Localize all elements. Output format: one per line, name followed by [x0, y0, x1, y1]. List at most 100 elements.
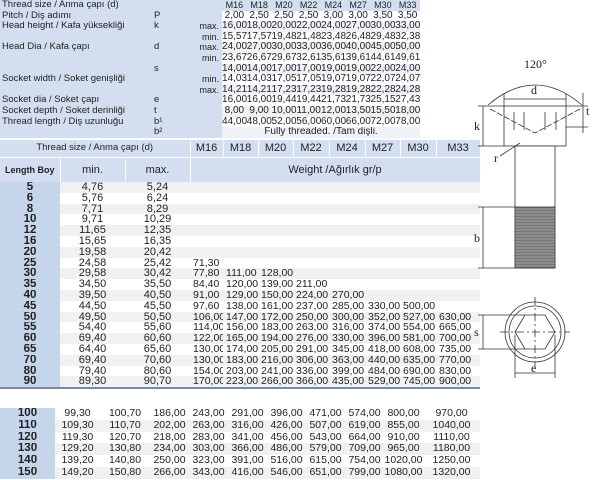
size-header: M30 [400, 140, 437, 158]
weight-cell [329, 258, 365, 269]
weight-cell [190, 214, 223, 225]
length-cell: 80 [0, 365, 60, 377]
weight-header: Weight /Ağırlık gr/p [190, 157, 481, 182]
row-qualifier [192, 116, 223, 128]
length-cell: 70 [0, 354, 60, 366]
label-r: r [494, 151, 498, 165]
size-header: M24 [329, 140, 366, 158]
weight-cell [436, 203, 481, 215]
weight-cell: 138,00 [226, 300, 259, 312]
weight-cell: 120,00 [226, 279, 259, 290]
weight-cell: 291,00 [296, 343, 329, 355]
spec-value: 3,00 [323, 10, 344, 21]
spec-value: 21,48 [296, 31, 322, 42]
label-e: e [531, 361, 536, 375]
weight-cell: 1110,00 [433, 431, 470, 443]
weight-cell: 1250,00 [432, 455, 471, 467]
weight-cell: 183,00 [261, 322, 294, 334]
size-header: M16 [222, 0, 247, 11]
weight-cell: 374,00 [368, 322, 401, 334]
max-header: max. [125, 157, 191, 182]
row-label: Socket depth / Soket derinliği [0, 105, 150, 117]
weight-cell: 250,00 [153, 455, 186, 467]
min-cell: 39,50 [60, 289, 125, 301]
length-cell: 130 [0, 443, 55, 456]
weight-cell: 111,00 [223, 268, 259, 280]
angle-label: 120° [524, 60, 547, 71]
weight-cell [365, 246, 401, 258]
weight-cell: 581,00 [400, 333, 437, 344]
weight-cell [190, 203, 224, 215]
label-d: d [531, 83, 537, 97]
weight-cell: 276,00 [293, 333, 330, 344]
weight-cell: 426,00 [267, 419, 306, 432]
weight-cell: 754,00 [348, 455, 381, 467]
min-cell: 49,50 [60, 311, 125, 323]
row-qualifier [192, 127, 223, 138]
weight-cell: 205,00 [261, 343, 294, 355]
weight-cell [190, 236, 223, 247]
min-cell: 5,76 [81, 192, 104, 204]
spec-value: 15,57 [222, 31, 247, 42]
spec-value: 22,07 [370, 74, 396, 85]
weight-cell [365, 182, 401, 193]
spec-value: 24,00 [395, 63, 421, 75]
weight-cell: 243,00 [192, 408, 225, 419]
size-header: M24 [321, 0, 346, 11]
row-symbol: e [150, 95, 192, 106]
row-qualifier [192, 10, 223, 22]
spec-value: 22,28 [370, 84, 396, 96]
row-symbol: k [150, 21, 192, 32]
weight-cell [258, 258, 293, 269]
spec-value: 16,00 [222, 95, 247, 106]
spec-value: 50,00 [395, 42, 421, 53]
weight-cell: 218,00 [153, 431, 186, 443]
weight-cell: 709,00 [345, 443, 384, 456]
weight-cell: 735,00 [439, 343, 472, 355]
weight-cell: 154,00 [193, 365, 224, 377]
weight-cell: 635,00 [400, 354, 437, 366]
spec-table: Thread size / Anma çapı (d) M16 M18 M20 M22 M… [0, 0, 421, 138]
spec-value: 2,50 [274, 10, 294, 21]
weight-cell [329, 225, 366, 236]
weight-row: 130 129,20 130,80 234,00 303,00 366,00 486,00 5… [0, 443, 480, 456]
weight-row: 35 34,50 35,50 84,40 120,00 139,00 211,00 [0, 279, 480, 290]
weight-cell [329, 236, 365, 247]
min-cell: 34,50 [78, 279, 107, 290]
weight-cell: 745,00 [400, 376, 437, 390]
spec-value: 26,67 [246, 52, 272, 63]
weight-cell: 418,00 [368, 343, 401, 355]
spec-value: 17,23 [271, 84, 297, 96]
weight-cell: 330,00 [329, 333, 366, 344]
weight-cell: 316,00 [332, 322, 365, 334]
spec-row: Socket width / Soket genişliği min. 14,03 1… [0, 74, 420, 85]
spec-value: 33,00 [296, 42, 322, 53]
weight-cell: 250,00 [293, 311, 330, 323]
row-qualifier: max. [192, 42, 223, 53]
weight-cell [223, 182, 259, 193]
weight-cell: 114,00 [193, 322, 224, 334]
weight-row: 140 139,20 140,80 250,00 323,00 391,00 516,00 6… [0, 455, 480, 467]
weight-cell [365, 258, 400, 269]
weight-cell [436, 268, 481, 280]
spec-value: 3,00 [348, 10, 368, 21]
spec-value: 29,67 [271, 52, 297, 63]
spec-value: 19,28 [321, 84, 346, 96]
weight-cell: 366,00 [228, 443, 267, 456]
spec-value: 17,05 [271, 74, 297, 85]
weight-row: 45 44,50 45,50 97,60 138,00 161,00 237,00 285,0… [0, 300, 480, 312]
spec-value: 72,00 [370, 116, 396, 127]
weight-row: 30 29,58 30,42 77,80 111,00 128,00 [0, 268, 481, 280]
length-cell: 150 [0, 466, 55, 479]
row-qualifier [192, 95, 223, 106]
weight-cell: 619,00 [345, 419, 384, 432]
spec-value: 13,50 [345, 105, 371, 117]
weight-cell [258, 225, 294, 236]
weight-cell: 306,00 [293, 354, 330, 366]
max-cell: 12,35 [125, 225, 191, 236]
size-header: M33 [395, 0, 421, 11]
weight-cell: 345,00 [332, 343, 365, 355]
spec-value: 35,61 [321, 52, 346, 63]
weight-cell [400, 289, 437, 301]
weight-cell: 830,00 [439, 365, 472, 377]
